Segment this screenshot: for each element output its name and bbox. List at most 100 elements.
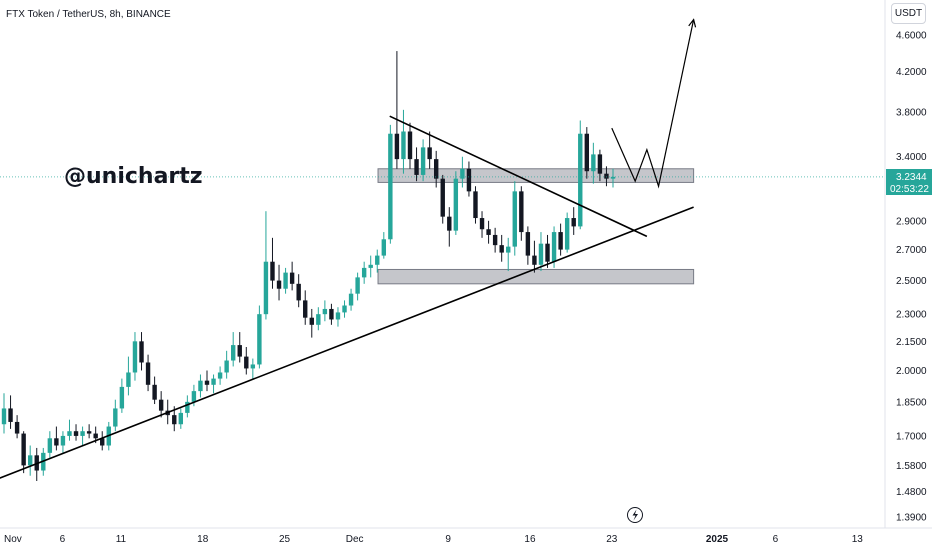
price-axis[interactable]: 4.6000 4.2000 3.8000 3.4000 2.9000 2.7000 2.50…: [896, 31, 927, 524]
candle-body: [172, 415, 177, 425]
candle-body: [158, 399, 164, 411]
candle-body: [512, 191, 517, 247]
projection-path: [611, 19, 695, 189]
time-tick-label: 13: [852, 534, 864, 545]
price-tick-label: 2.0000: [896, 366, 927, 377]
zone-1: [377, 268, 695, 285]
price-badge-countdown: 02:53:22: [890, 184, 929, 195]
time-tick-label: 6: [60, 534, 66, 545]
price-badge-box: [886, 169, 932, 195]
candle-body: [132, 341, 138, 373]
candle-body: [145, 362, 151, 385]
candle-body: [558, 232, 563, 250]
time-tick-label: 16: [524, 534, 536, 545]
candle-body: [479, 218, 485, 230]
price-tick-label: 1.5800: [896, 461, 927, 472]
candle-body: [322, 308, 328, 315]
time-tick-label: 9: [445, 534, 451, 545]
candle-body: [270, 261, 275, 281]
candle-body: [316, 314, 321, 325]
candle-body: [342, 305, 347, 313]
price-tick-label: 3.4000: [896, 152, 927, 163]
candle-body: [14, 421, 20, 434]
price-tick-label: 1.7000: [896, 431, 927, 442]
candle-body: [230, 345, 236, 361]
candle-body: [414, 159, 419, 175]
candle-body: [564, 218, 570, 250]
candle-body: [486, 229, 491, 235]
candle-body: [263, 261, 269, 315]
candle-body: [296, 283, 301, 301]
candle-body: [538, 243, 544, 265]
candle-body: [86, 431, 92, 434]
candle-body: [93, 433, 98, 439]
time-axis[interactable]: Nov 6 11 18 25 Dec 9 16 23 2025 6 13: [4, 534, 863, 545]
price-tick-label: 2.1500: [896, 337, 927, 348]
trendline-1: [389, 115, 648, 238]
watermark-text: @unichartz: [64, 164, 203, 189]
candle-body: [100, 438, 105, 446]
lines-layer: [0, 18, 885, 479]
candle-body: [335, 312, 341, 320]
candle-body: [224, 360, 229, 373]
candle-body: [401, 131, 406, 160]
candle-body: [394, 133, 400, 160]
candle-body: [191, 391, 197, 402]
candle-body: [54, 438, 59, 446]
candle-body: [67, 431, 72, 436]
candle-body: [80, 431, 85, 436]
price-badge-price: 3.2344: [896, 172, 927, 183]
candle-body: [407, 131, 413, 160]
candle-body: [244, 356, 249, 369]
candle-body: [492, 234, 498, 246]
time-tick-label: 23: [606, 534, 618, 545]
candle-body: [473, 191, 478, 219]
projection-arrowhead: [688, 18, 697, 28]
candle-body: [447, 216, 452, 231]
price-tick-label: 3.8000: [896, 107, 927, 118]
candle-body: [499, 245, 504, 253]
time-tick-label: 6: [773, 534, 779, 545]
candle-body: [250, 364, 256, 369]
candle-body: [361, 267, 367, 278]
candle-body: [610, 176, 616, 179]
candle-body: [198, 380, 203, 392]
price-tick-label: 4.6000: [896, 31, 927, 42]
candle-body: [211, 378, 216, 385]
price-tick-label: 4.2000: [896, 67, 927, 78]
candle-body: [597, 154, 603, 174]
price-tick-label: 1.8500: [896, 397, 927, 408]
candle-body: [126, 372, 131, 387]
candle-body: [368, 264, 373, 268]
candle-body: [584, 133, 590, 172]
candle-body: [591, 154, 596, 172]
zone-0: [377, 168, 695, 183]
time-tick-label: Dec: [346, 534, 364, 545]
candle-body: [466, 168, 472, 192]
candle-body: [185, 401, 190, 413]
price-tick-label: 2.7000: [896, 245, 927, 256]
candle-body: [217, 372, 223, 379]
candle-body: [276, 280, 282, 289]
candle-body: [119, 386, 125, 409]
time-tick-label: 11: [116, 534, 127, 545]
price-tick-label: 2.9000: [896, 216, 927, 227]
candle-body: [420, 147, 426, 175]
candle-body: [460, 168, 465, 179]
trendline-0: [0, 206, 694, 479]
candle-body: [348, 293, 354, 306]
time-tick-label: 2025: [706, 534, 729, 545]
candle-body: [47, 438, 53, 453]
replay-icon[interactable]: [627, 507, 643, 523]
currency-selector[interactable]: USDT: [891, 3, 926, 24]
price-tick-label: 2.5000: [896, 276, 927, 287]
candle-body: [388, 133, 393, 240]
candle-body: [453, 178, 459, 231]
candle-body: [427, 147, 432, 160]
candle-body: [178, 412, 184, 425]
candle-body: [27, 455, 33, 466]
candle-body: [257, 314, 262, 365]
candle-body: [152, 384, 157, 400]
candle-body: [303, 300, 308, 318]
